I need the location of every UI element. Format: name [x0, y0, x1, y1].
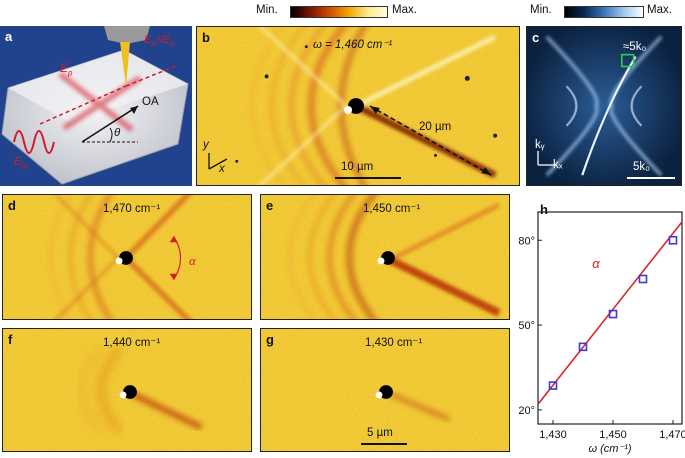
panel-c-label: c: [532, 30, 540, 45]
colorbar-near-field: [290, 6, 388, 18]
ein-label: Ein: [14, 154, 29, 171]
cbar-nf-min-label: Min.: [256, 4, 278, 16]
panel-h-label: h: [540, 202, 548, 217]
panel-d-label: d: [8, 198, 16, 213]
panel-c-scalebar: [627, 177, 675, 179]
plot-frame: [537, 211, 683, 425]
x-axis-label: ω (cm⁻¹): [588, 443, 631, 455]
panel-d-freq: 1,470 cm⁻¹: [103, 203, 161, 215]
panel-h-chart: h 1,430 1,450 1,470 20° 50° 80° ω (cm⁻¹) α: [516, 194, 685, 458]
panel-g-near-field: g 1,430 cm⁻¹ 5 µm: [260, 328, 510, 452]
panel-b-distance: 20 µm: [419, 121, 452, 133]
data-point: [668, 235, 678, 245]
cbar-ft-max-label: Max.: [647, 4, 672, 16]
panel-b-label: b: [202, 30, 210, 45]
x-tick-label: 1,450: [599, 429, 627, 441]
alpha-vs-omega-chart: 1,430 1,450 1,470 20° 50° 80° ω (cm⁻¹) α: [518, 211, 685, 455]
panel-b-scalebar: [335, 177, 401, 179]
oa-label: OA: [142, 96, 159, 108]
panel-f-label: f: [8, 332, 13, 347]
panel-a-schematic: a Ep Ein//Ep Ein OA θ: [0, 26, 192, 186]
panel-e-label: e: [266, 198, 274, 213]
data-point: [608, 309, 618, 319]
ein-right-label: Ein//Ep: [144, 34, 175, 49]
panel-b-axis-y: y: [203, 139, 209, 151]
cbar-nf-max-label: Max.: [392, 4, 417, 16]
theta-label: θ: [114, 127, 121, 139]
panel-a-label: a: [5, 29, 13, 44]
panel-f-near-field: f 1,440 cm⁻¹: [2, 328, 252, 452]
panel-g-scale-label: 5 µm: [367, 427, 393, 439]
y-tick-label: 50°: [518, 320, 535, 332]
panel-g-label: g: [266, 332, 274, 347]
ep-label: Ep: [60, 61, 73, 78]
panel-b-scale-label: 10 µm: [341, 161, 374, 173]
colorbar-fourier: [564, 6, 644, 18]
data-point: [638, 274, 648, 284]
panel-e-freq: 1,450 cm⁻¹: [363, 203, 421, 215]
panel-c-scale-label: 5k₀: [633, 161, 650, 173]
data-point: [548, 381, 558, 390]
x-tick-label: 1,430: [539, 429, 567, 441]
panel-f-freq: 1,440 cm⁻¹: [103, 337, 161, 349]
panel-d-near-field: d 1,470 cm⁻¹ α: [2, 194, 252, 320]
cbar-ft-min-label: Min.: [530, 4, 552, 16]
panel-d-alpha: α: [189, 253, 196, 268]
panel-g-scalebar: [361, 443, 407, 445]
panel-b-omega: ω = 1,460 cm⁻¹: [313, 39, 393, 51]
panel-g-freq: 1,430 cm⁻¹: [365, 337, 423, 349]
panel-b-near-field: b ω = 1,460 cm⁻¹ 20 µm 10 µm y x: [196, 26, 520, 186]
panel-c-ky: kᵧ: [535, 139, 545, 151]
panel-e-near-field: e 1,450 cm⁻¹: [260, 194, 510, 320]
panel-c-fourier: c ≈5k₀ kᵧ kₓ 5k₀: [526, 26, 682, 186]
panel-b-axis-x: x: [219, 163, 225, 175]
data-point: [578, 342, 588, 352]
panel-c-kx: kₓ: [553, 159, 563, 171]
x-tick-label: 1,470: [659, 429, 685, 441]
panel-c-5k0: ≈5k₀: [623, 41, 647, 53]
y-tick-label: 80°: [518, 235, 535, 247]
alpha-annotation: α: [592, 256, 600, 271]
y-tick-label: 20°: [518, 405, 535, 417]
